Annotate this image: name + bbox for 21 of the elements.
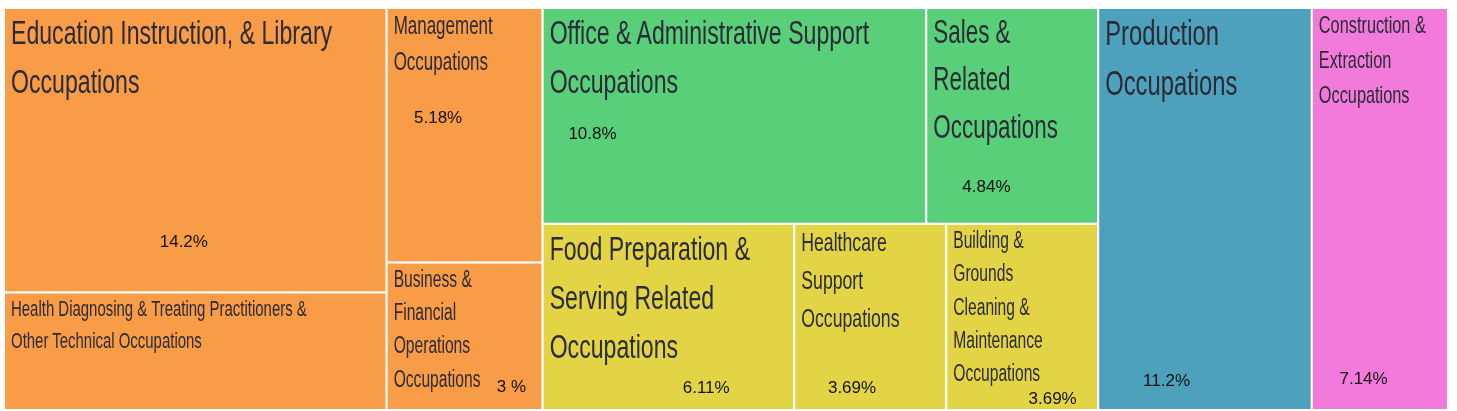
- data-label: 4.84%: [962, 176, 1011, 196]
- category-label: Production Occupations: [1105, 13, 1238, 103]
- category-label: Office & Administrative Support Occupations: [549, 13, 870, 101]
- data-label: 14.2%: [159, 231, 208, 251]
- data-label: 3.69%: [1028, 389, 1077, 408]
- data-label: 11.2%: [1143, 371, 1191, 390]
- category-label: Construction & Extraction Occupations: [1318, 10, 1427, 108]
- category-label: Management Occupations: [393, 12, 493, 77]
- category-label: Building & Grounds Cleaning & Maintenance Occupations: [953, 226, 1043, 387]
- data-label: 5.18%: [414, 107, 463, 127]
- category-label: Healthcare Support Occupations: [801, 227, 900, 333]
- data-label: 7.14%: [1339, 369, 1388, 388]
- data-label: 3 %: [496, 377, 527, 396]
- category-label: Food Preparation & Serving Related Occupations: [549, 229, 751, 366]
- data-label: 6.11%: [682, 378, 730, 397]
- data-label: 10.8%: [568, 123, 617, 143]
- category-label: Health Diagnosing & Treating Practitioners & Other Technical Occupations: [11, 295, 308, 353]
- category-label: Education Instruction, & Library Occupations: [11, 13, 333, 101]
- category-label: Sales & Related Occupations: [933, 12, 1058, 146]
- data-label: 3.69%: [827, 378, 877, 397]
- category-label: Business & Financial Operations Occupations: [393, 265, 481, 392]
